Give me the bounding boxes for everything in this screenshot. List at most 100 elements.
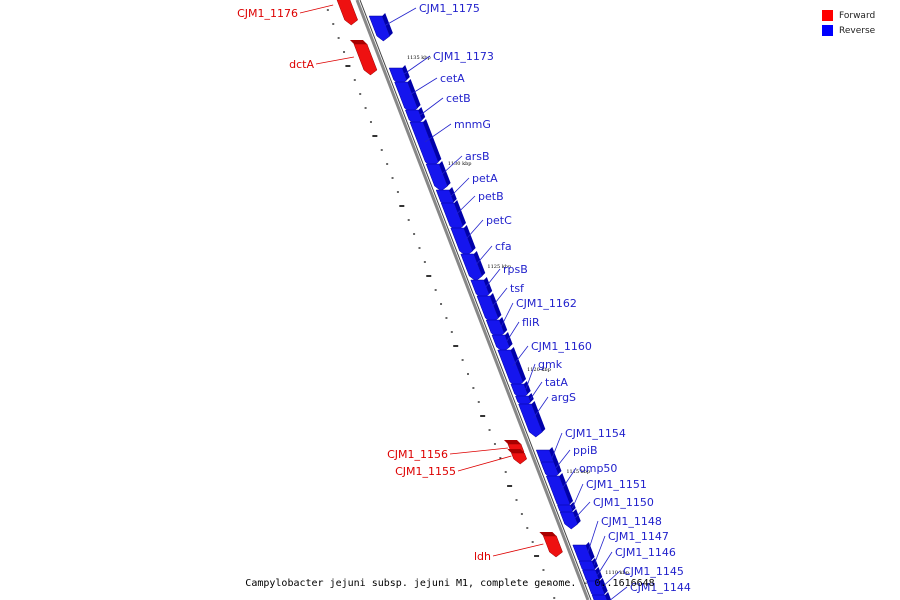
kbp-tick-label: 1135 kbp — [407, 55, 431, 61]
legend-label-forward: Forward — [839, 10, 876, 21]
gene-arrow-CJM1_1144[interactable] — [591, 594, 611, 600]
gene-label: mnmG — [454, 118, 491, 131]
gene-label: cetA — [440, 72, 465, 85]
gene-arrow-shade — [591, 558, 599, 569]
forward-swatch — [822, 10, 833, 21]
gene-arrow-shade — [504, 332, 513, 347]
gene-label: omp50 — [579, 462, 617, 475]
gene-label: cetB — [446, 92, 471, 105]
gene-label: ldh — [474, 550, 491, 563]
leader-line — [420, 97, 444, 116]
map-caption: Campylobacter jejuni subsp. jejuni M1, c… — [245, 578, 655, 589]
gene-label: CJM1_1148 — [601, 515, 662, 528]
leader-line — [601, 570, 621, 588]
gene-arrow-shade — [605, 592, 612, 600]
leader-line — [485, 268, 501, 288]
tick-dots — [326, 9, 556, 599]
gene-label: argS — [551, 391, 576, 404]
leader-line — [403, 55, 431, 75]
gene-label: ppiB — [573, 444, 598, 457]
legend-item-forward: Forward — [822, 8, 892, 23]
leader-line — [475, 245, 493, 266]
kbp-tick-label: 1130 kbp — [448, 161, 472, 167]
gene-arrow-shade — [585, 542, 595, 560]
backbone-axis — [355, 0, 590, 600]
leader-line — [500, 302, 514, 327]
gene-arrow-fliR[interactable] — [491, 334, 510, 353]
leader-line — [455, 195, 476, 215]
gene-arrow-CJM1_1176[interactable] — [333, 0, 359, 26]
leader-line — [299, 4, 334, 14]
gene-labels: CJM1_1176 CJM1_1175 dctA CJM1_1173 cetA cetB m… — [237, 2, 691, 594]
gene-arrow-shade — [523, 381, 531, 394]
gene-label: CJM1_1147 — [608, 530, 669, 543]
gene-arrow-shade — [483, 277, 493, 294]
gene-arrow-CJM1_1155[interactable] — [511, 452, 528, 465]
gene-label: CJM1_1144 — [630, 581, 691, 594]
gene-label: CJM1_1162 — [516, 297, 577, 310]
gene-arrow-shade — [489, 293, 502, 318]
gene-label: rpsB — [503, 263, 528, 276]
gene-label: CJM1_1173 — [433, 50, 494, 63]
legend: Forward Reverse — [822, 8, 892, 38]
gene-arrow-shade — [595, 567, 603, 580]
leader-line — [533, 396, 549, 419]
gene-label: tatA — [545, 376, 568, 389]
gene-label: cfa — [495, 240, 512, 253]
gene-label: CJM1_1154 — [565, 427, 626, 440]
leader-line — [424, 123, 452, 143]
gene-label: CJM1_1146 — [615, 546, 676, 559]
kbp-tick-label: 1115 kbp — [566, 469, 590, 475]
kbp-tick-label: 1125 kbp — [487, 264, 511, 270]
gene-label: CJM1_1160 — [531, 340, 592, 353]
gene-arrow-shade — [539, 532, 557, 536]
gene-arrow-dctA[interactable] — [353, 43, 378, 76]
gene-arrow-shade — [531, 401, 546, 432]
leader-line — [449, 447, 508, 455]
gene-label: petC — [486, 214, 512, 227]
gene-arrow-cfa[interactable] — [460, 253, 483, 282]
gene-arrow-CJM1_1175[interactable] — [368, 15, 391, 42]
gene-arrow-arsB[interactable] — [425, 163, 448, 192]
reverse-swatch — [822, 25, 833, 36]
leader-line — [409, 77, 438, 96]
gene-arrow-shade — [559, 473, 574, 504]
leader-line — [597, 551, 613, 576]
gene-arrow-petC[interactable] — [450, 227, 473, 257]
gene-arrow-shade — [507, 449, 525, 453]
gene-label: CJM1_1150 — [593, 496, 654, 509]
leader-line — [587, 520, 599, 553]
gene-arrow-shade — [553, 459, 562, 474]
legend-label-reverse: Reverse — [839, 25, 876, 36]
gene-arrow-shade — [463, 225, 476, 251]
leader-line — [512, 345, 529, 367]
gene-arrow-shade — [499, 317, 508, 333]
gene-label: petA — [472, 172, 498, 185]
leader-line — [383, 7, 417, 27]
gene-track — [333, 0, 612, 600]
tick-marks: 1135 kbp 1130 kbp 1125 kbp 1120 kbp 1115 kbp… — [407, 55, 629, 576]
gene-label: dctA — [289, 58, 314, 71]
gene-arrow-shade — [454, 200, 467, 226]
gene-arrow-argS[interactable] — [518, 403, 543, 438]
gene-label: CJM1_1156 — [387, 448, 448, 461]
leader-line — [492, 543, 544, 557]
gene-label: CJM1_1151 — [586, 478, 647, 491]
kbp-tick-label: 1110 kbp — [605, 570, 629, 576]
gene-arrow-shade — [473, 251, 486, 276]
gene-label: fliR — [522, 316, 540, 329]
gene-arrow-CJM1_1150[interactable] — [559, 511, 579, 530]
label-leaders — [299, 4, 628, 600]
gene-label: CJM1_1175 — [419, 2, 480, 15]
leader-line — [555, 449, 571, 469]
gene-label: gmk — [538, 358, 563, 371]
gene-arrow-shade — [510, 347, 527, 382]
gene-label: CJM1_1176 — [237, 7, 298, 20]
gene-arrow-ldh[interactable] — [542, 535, 563, 558]
leader-line — [560, 467, 577, 491]
leader-line — [572, 483, 584, 509]
gene-label: tsf — [510, 282, 525, 295]
leader-line — [550, 432, 563, 461]
